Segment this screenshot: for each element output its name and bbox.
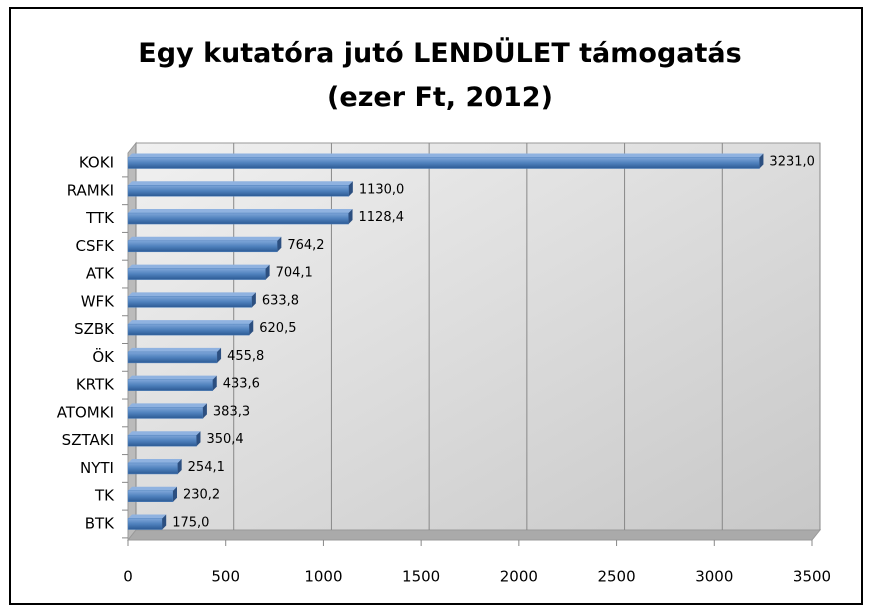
x-tick-label: 3500 bbox=[793, 568, 831, 586]
data-label: 704,1 bbox=[276, 266, 313, 281]
bar-end bbox=[348, 181, 353, 197]
bar bbox=[127, 296, 253, 308]
bar-top bbox=[128, 347, 222, 352]
data-label: 620,5 bbox=[259, 321, 296, 336]
bar-top bbox=[128, 236, 282, 241]
x-tick-label: 500 bbox=[211, 568, 240, 586]
y-tick-label: SZBK bbox=[74, 320, 115, 338]
data-label: 230,2 bbox=[183, 488, 220, 503]
bar-top bbox=[128, 486, 177, 491]
bar-top bbox=[128, 320, 254, 325]
bar-top bbox=[128, 181, 353, 186]
floor bbox=[126, 529, 822, 541]
data-label: 633,8 bbox=[262, 293, 299, 308]
bar-end bbox=[196, 431, 201, 447]
bar-top bbox=[128, 264, 270, 269]
bar bbox=[127, 240, 278, 253]
data-label: 350,4 bbox=[206, 432, 243, 447]
y-tick-label: SZTAKI bbox=[62, 431, 114, 449]
x-tick-label: 2000 bbox=[500, 568, 538, 586]
bar bbox=[127, 185, 350, 197]
y-tick-label: TK bbox=[94, 487, 115, 505]
y-tick-label: ÖK bbox=[92, 347, 115, 366]
bar-top bbox=[128, 514, 167, 519]
bar-top bbox=[128, 292, 256, 297]
x-tick-label: 1500 bbox=[402, 568, 440, 586]
bar-end bbox=[251, 292, 256, 308]
x-tick-label: 3000 bbox=[695, 568, 733, 586]
data-label: 175,0 bbox=[172, 516, 209, 531]
bar bbox=[127, 407, 204, 419]
bar bbox=[127, 351, 218, 364]
bar-top bbox=[128, 375, 217, 380]
bar-end bbox=[277, 236, 282, 252]
x-tick-label: 2500 bbox=[597, 568, 635, 586]
y-tick-label: TTK bbox=[85, 209, 115, 227]
bar-end bbox=[162, 514, 167, 530]
bar-end bbox=[249, 320, 254, 336]
data-label: 254,1 bbox=[188, 460, 225, 475]
bar-end bbox=[177, 458, 182, 474]
bar bbox=[127, 323, 250, 336]
y-tick-label: ATOMKI bbox=[57, 403, 114, 421]
bar-end bbox=[759, 153, 764, 169]
data-label: 383,3 bbox=[213, 404, 250, 419]
bar-end bbox=[265, 264, 270, 280]
bar-top bbox=[128, 209, 353, 214]
bar bbox=[127, 518, 163, 530]
x-tick-label: 1000 bbox=[304, 568, 342, 586]
back-wall bbox=[135, 142, 821, 531]
y-tick-label: KOKI bbox=[79, 154, 114, 172]
y-tick-label: NYTI bbox=[80, 459, 114, 477]
bar-top bbox=[128, 153, 764, 158]
y-tick-label: RAMKI bbox=[67, 181, 114, 199]
bar-end bbox=[212, 375, 217, 391]
bar bbox=[127, 462, 178, 475]
y-tick-label: BTK bbox=[85, 515, 115, 533]
bar bbox=[127, 379, 213, 391]
bar bbox=[127, 490, 174, 502]
data-label: 433,6 bbox=[223, 377, 260, 392]
bar bbox=[127, 268, 266, 280]
y-tick-label: WFK bbox=[81, 292, 115, 310]
data-label: 1130,0 bbox=[359, 182, 405, 197]
bar-top bbox=[128, 431, 201, 436]
y-tick-label: KRTK bbox=[76, 376, 115, 394]
bar bbox=[127, 212, 349, 225]
data-label: 3231,0 bbox=[769, 155, 815, 170]
bar-top bbox=[128, 458, 182, 463]
chart-title: Egy kutatóra jutó LENDÜLET támogatás (ez… bbox=[138, 38, 742, 113]
bar-end bbox=[202, 403, 207, 419]
bar-end bbox=[217, 347, 222, 363]
x-tick-label: 0 bbox=[123, 568, 133, 586]
data-label: 455,8 bbox=[227, 349, 264, 364]
bar bbox=[127, 157, 760, 169]
bar-top bbox=[128, 403, 207, 408]
bar-end bbox=[348, 209, 353, 225]
y-tick-label: ATK bbox=[86, 265, 115, 283]
y-tick-label: CSFK bbox=[76, 237, 116, 255]
bar bbox=[127, 434, 197, 447]
data-label: 764,2 bbox=[287, 238, 324, 253]
side-wall bbox=[127, 141, 137, 542]
data-label: 1128,4 bbox=[359, 210, 405, 225]
bar-end bbox=[172, 486, 177, 502]
